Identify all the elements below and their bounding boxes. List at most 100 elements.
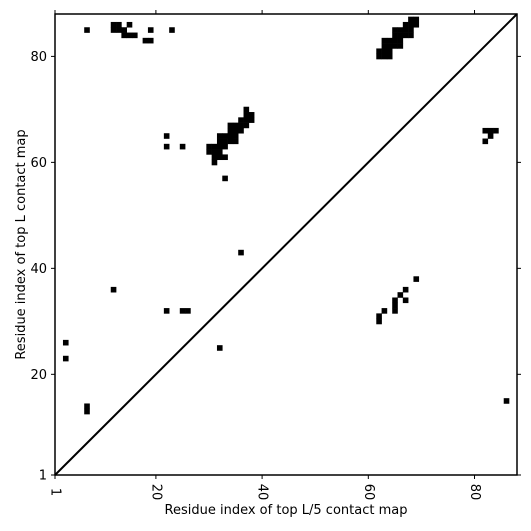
contact-cell-upper [248, 112, 255, 118]
contact-cell-upper [232, 138, 239, 145]
contact-cell-upper [386, 43, 393, 49]
contact-cell-upper [121, 27, 127, 33]
contact-cell-upper [397, 27, 404, 33]
contact-cell-upper [216, 149, 223, 155]
contact-cell-upper [243, 112, 250, 118]
contact-cell-upper [243, 106, 250, 113]
contact-cells [62, 16, 510, 415]
contact-cell-upper [222, 154, 228, 161]
contact-cell-upper [238, 122, 244, 129]
contact-cell-upper [397, 32, 404, 39]
contact-cell-upper [243, 117, 250, 123]
contact-cell-lower [392, 308, 398, 314]
x-tick-label: 40 [255, 484, 270, 501]
contact-cell-lower [392, 297, 398, 304]
contact-cell-upper [386, 37, 393, 44]
contact-cell-upper [211, 143, 218, 150]
contact-cell-upper [227, 138, 234, 145]
x-axis-label: Residue index of top L/5 contact map [165, 503, 408, 518]
contact-cell-upper [211, 159, 218, 166]
contact-cell-upper [243, 122, 250, 129]
contact-cell-upper [216, 143, 223, 150]
x-tick-label: 20 [148, 484, 163, 501]
contact-cell-upper [142, 37, 149, 44]
contact-cell-upper [216, 133, 223, 139]
contact-cell-upper [413, 21, 420, 28]
contact-cell-lower [163, 308, 170, 314]
axis-ticks: 1 20 40 60 80 1 20 40 60 80 [30, 10, 521, 500]
contact-cell-upper [397, 43, 404, 49]
contact-cell-upper [179, 143, 186, 150]
contact-cell-upper [110, 21, 117, 28]
y-axis-label: Residue index of top L contact map [14, 129, 29, 359]
contact-cell-upper [216, 138, 223, 145]
contact-cell-upper [147, 27, 154, 33]
contact-cell-upper [147, 37, 154, 44]
contact-cell-lower [503, 398, 510, 404]
contact-cell-upper [163, 133, 170, 139]
contact-cell-upper [248, 117, 255, 123]
x-tick-label: 80 [467, 484, 482, 501]
contact-cell-lower [376, 313, 382, 319]
contact-cell-lower [185, 308, 191, 314]
contact-cell-upper [116, 27, 122, 33]
contact-cell-lower [402, 286, 409, 293]
y-tick-label: 40 [30, 262, 47, 277]
contact-cell-lower [482, 127, 489, 134]
contact-cell-upper [222, 133, 228, 139]
contact-cell-upper [402, 27, 409, 33]
contact-cell-upper [381, 37, 388, 44]
contact-cell-upper [222, 138, 228, 145]
contact-cell-upper [110, 27, 117, 33]
contact-cell-lower [487, 133, 494, 139]
contact-cell-upper [402, 21, 409, 28]
contact-cell-upper [222, 175, 228, 182]
x-tick-label: 1 [48, 488, 63, 496]
contact-cell-lower [413, 276, 420, 282]
contact-cell-upper [392, 32, 398, 39]
y-tick-label: 20 [30, 368, 47, 383]
contact-cell-upper [381, 53, 388, 60]
contact-cell-lower [62, 339, 69, 346]
contact-cell-lower [84, 403, 90, 410]
contact-cell-upper [238, 249, 244, 256]
contact-cell-lower [381, 308, 388, 314]
contact-cell-upper [232, 122, 239, 129]
contact-cell-upper [132, 32, 138, 39]
contact-cell-upper [408, 32, 414, 39]
contact-cell-upper [121, 32, 127, 39]
contact-cell-lower [402, 297, 409, 304]
y-tick-label: 60 [30, 156, 47, 171]
plot-frame [54, 13, 518, 476]
contact-cell-upper [126, 21, 133, 28]
y-tick-label: 80 [30, 50, 47, 65]
contact-cell-upper [408, 21, 414, 28]
contact-cell-upper [408, 16, 414, 23]
contact-cell-upper [206, 143, 212, 150]
contact-cell-lower [84, 408, 90, 415]
contact-cell-upper [232, 133, 239, 139]
contact-cell-upper [402, 32, 409, 39]
contact-cell-upper [206, 149, 212, 155]
contact-cell-upper [227, 133, 234, 139]
contact-cell-upper [169, 27, 175, 33]
contact-cell-upper [163, 143, 170, 150]
contact-cell-lower [487, 127, 494, 134]
contact-cell-upper [211, 154, 218, 161]
contact-cell-upper [227, 122, 234, 129]
contact-cell-upper [116, 21, 122, 28]
contact-cell-upper [386, 53, 393, 60]
x-tick-label: 60 [361, 484, 376, 501]
contact-cell-upper [222, 143, 228, 150]
contact-cell-upper [84, 27, 90, 33]
contact-cell-upper [381, 43, 388, 49]
contact-cell-upper [238, 127, 244, 134]
contact-cell-lower [179, 308, 186, 314]
contact-cell-upper [397, 37, 404, 44]
contact-cell-upper [216, 154, 223, 161]
contact-cell-lower [376, 318, 382, 325]
contact-cell-upper [386, 48, 393, 55]
contact-cell-upper [413, 16, 420, 23]
contact-cell-upper [232, 127, 239, 134]
